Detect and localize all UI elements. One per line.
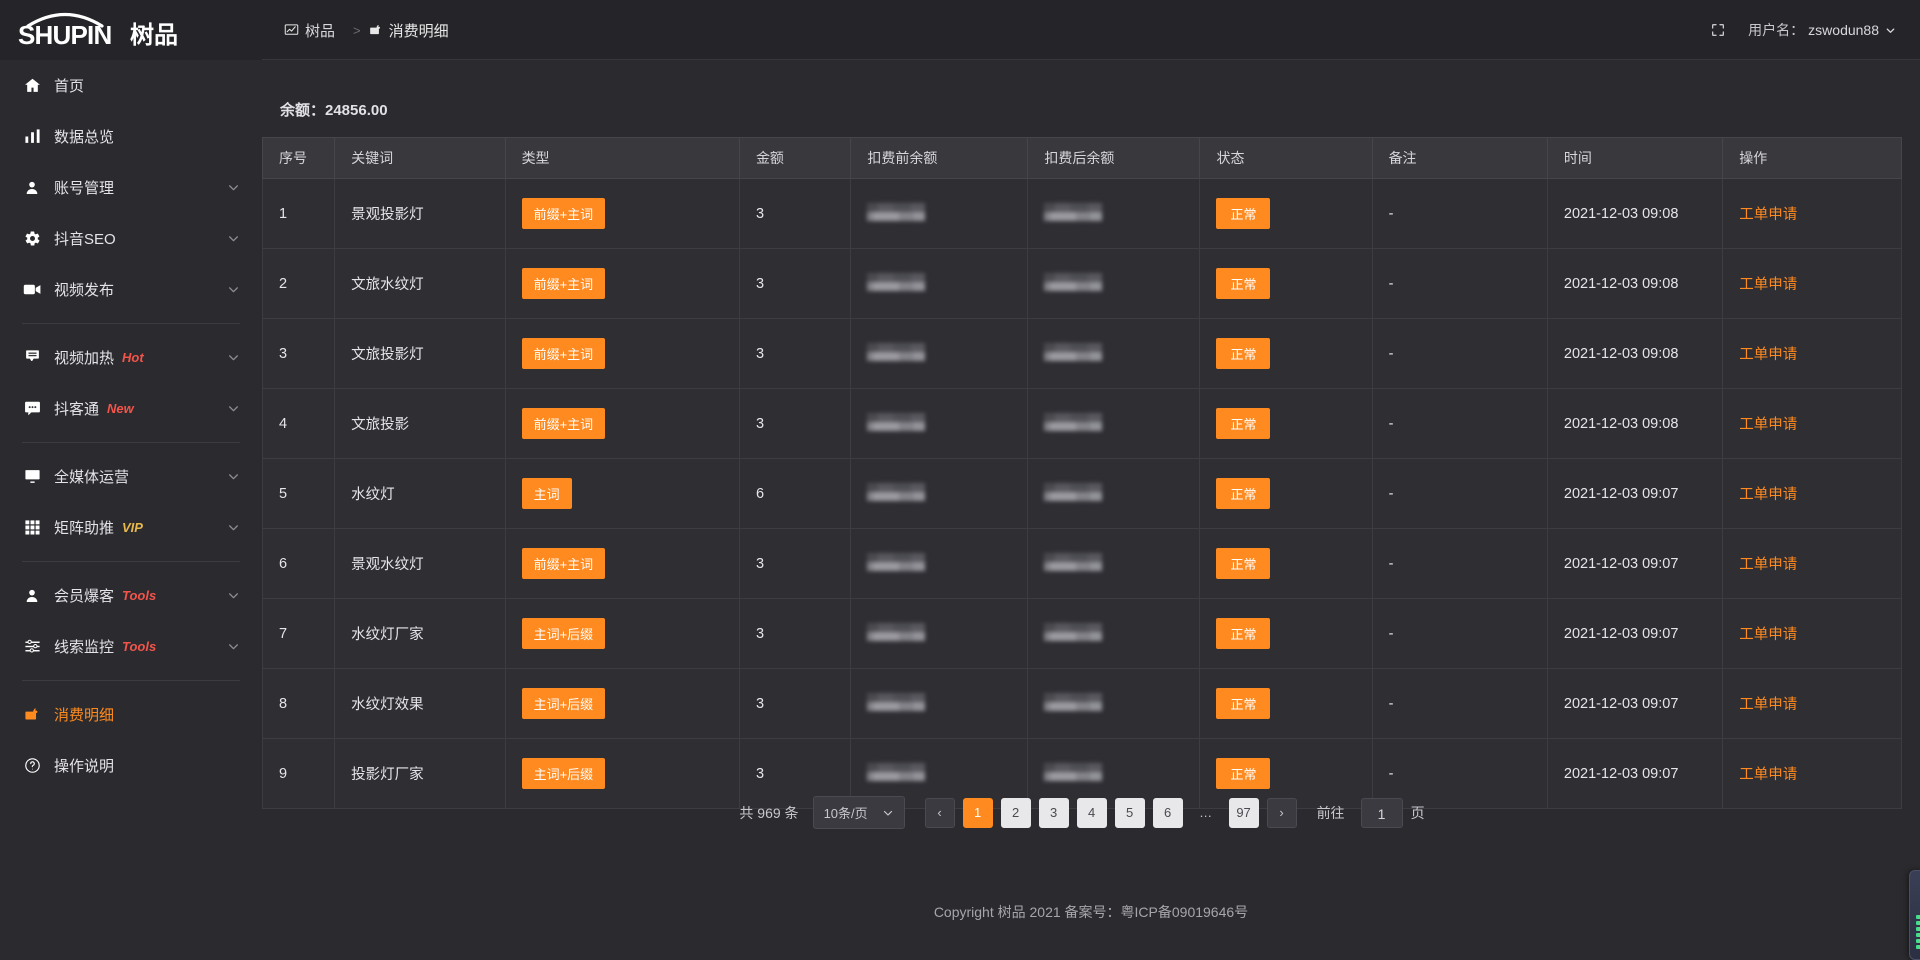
svg-text:SHUPIN: SHUPIN xyxy=(18,20,111,50)
svg-text:树品: 树品 xyxy=(130,22,178,49)
